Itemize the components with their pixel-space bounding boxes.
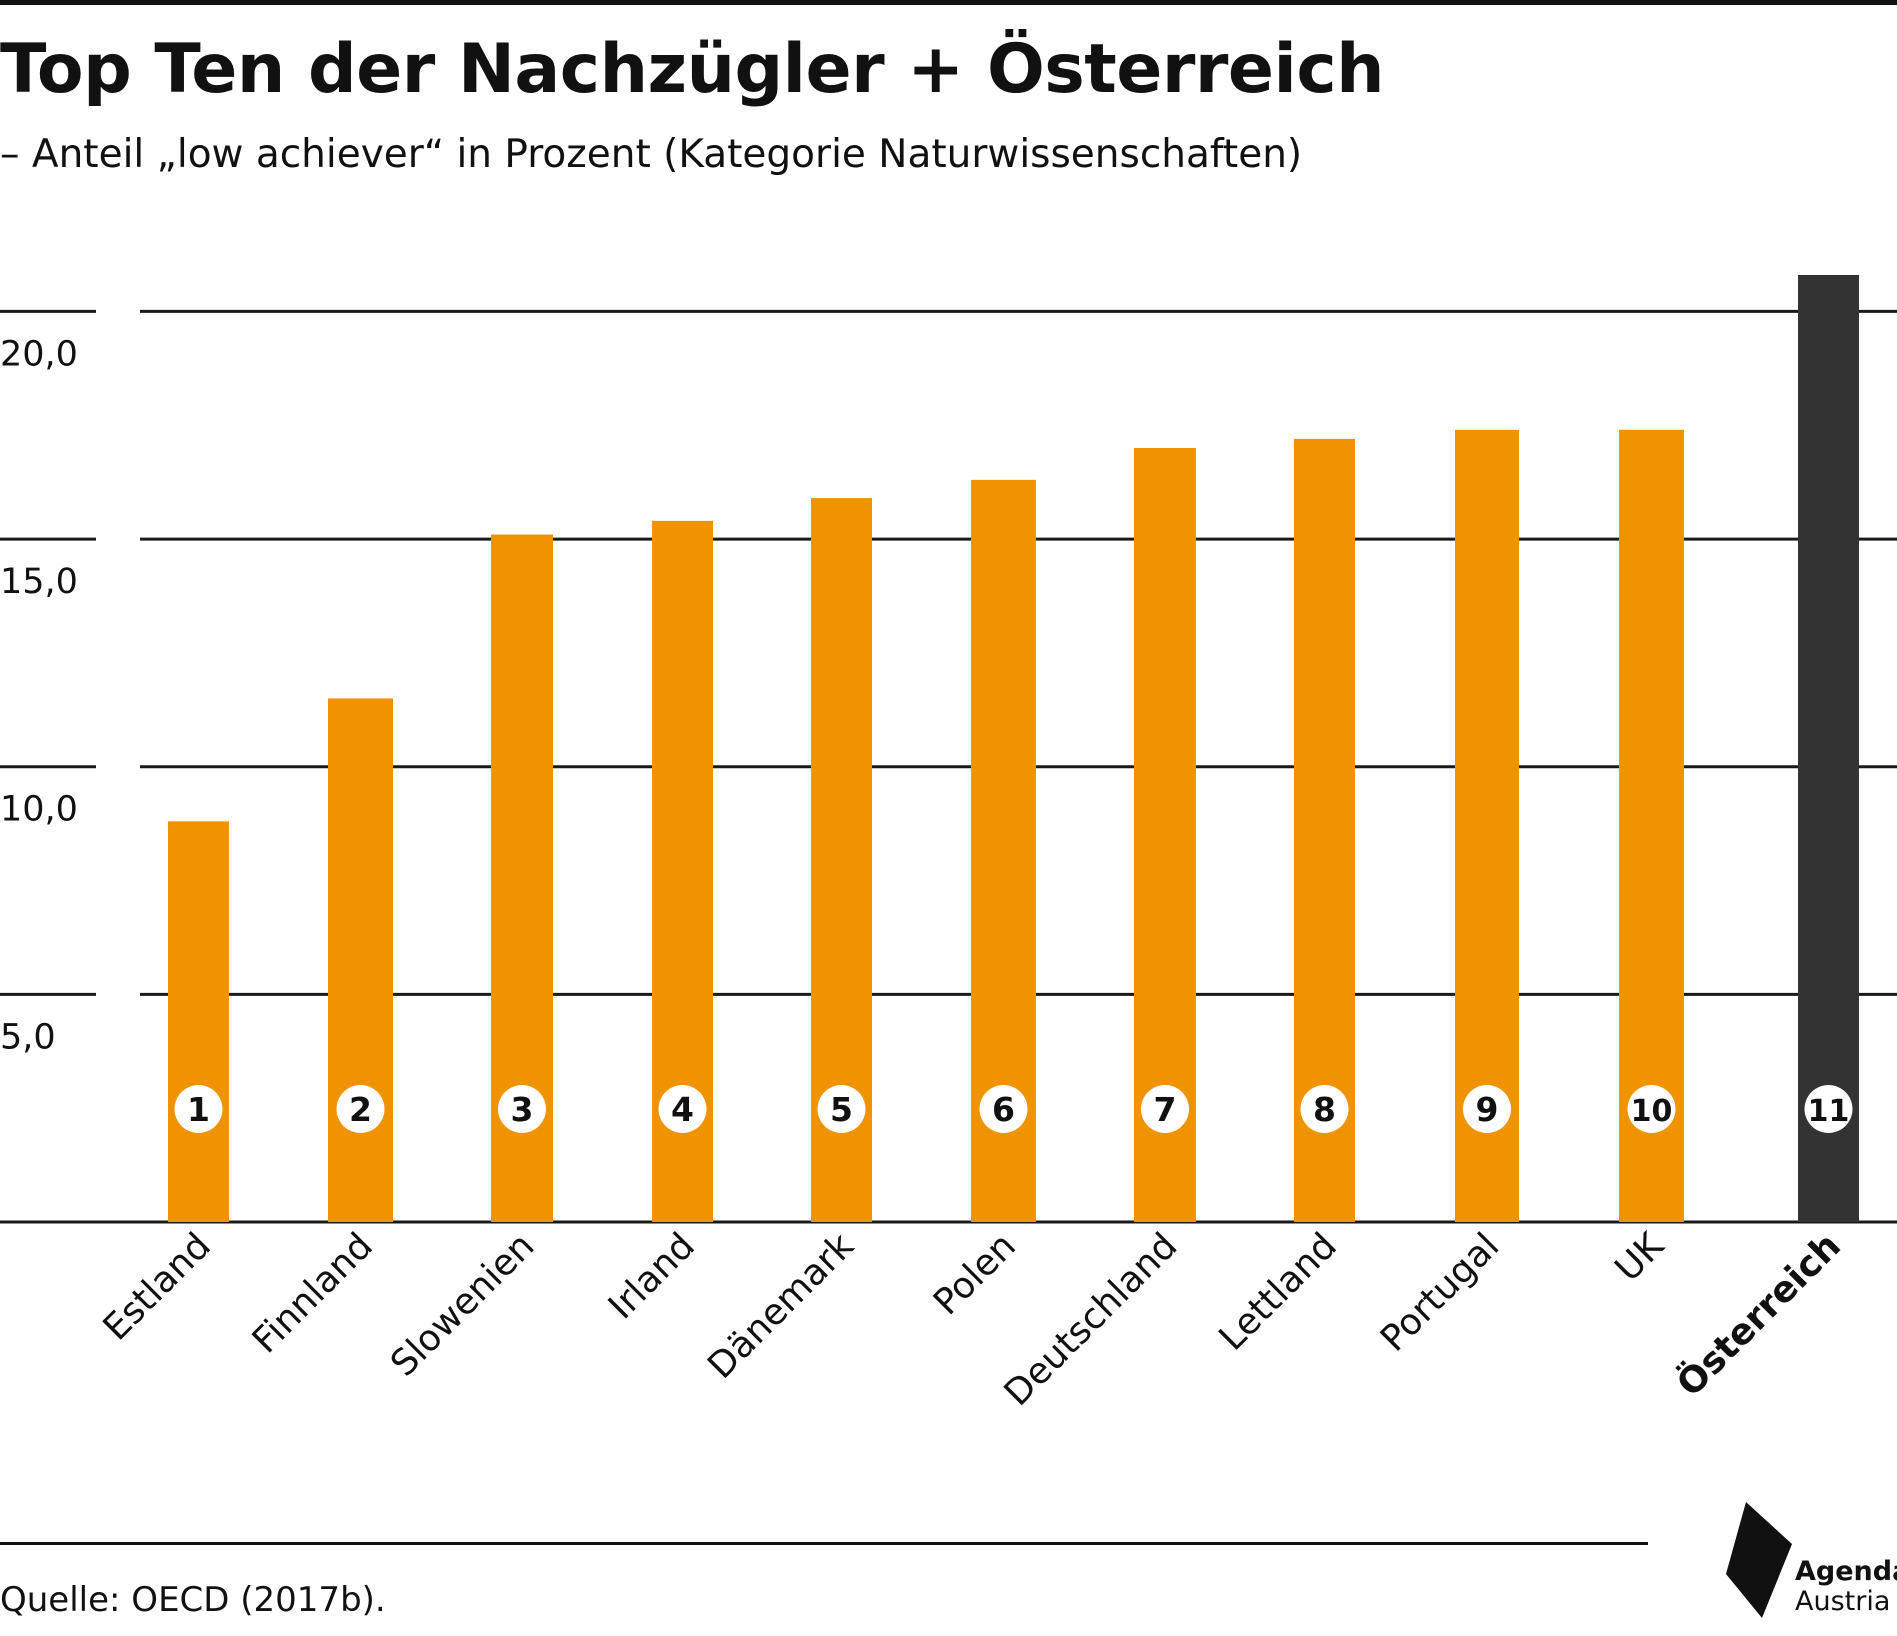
rank-badge-6 (979, 1085, 1028, 1133)
rank-number: 1 (187, 1090, 210, 1129)
rank-number: 9 (1476, 1090, 1499, 1129)
category-label-polen: Polen (926, 1225, 1024, 1323)
y-tick-label: 10,0 (0, 790, 78, 830)
logo-text-agenda: Agenda (1795, 1556, 1897, 1587)
category-label-portugal: Portugal (1373, 1225, 1507, 1359)
category-label-finnland: Finnland (245, 1225, 381, 1361)
rank-badge-10 (1627, 1085, 1676, 1133)
rank-badges: 1 2 3 4 5 6 7 8 9 10 11 (174, 1085, 1853, 1133)
bar-finnland (328, 698, 393, 1222)
category-label-irland: Irland (601, 1225, 703, 1327)
bar-oesterreich (1798, 275, 1859, 1222)
category-label-slowenien: Slowenien (383, 1225, 542, 1384)
category-label-deutschland: Deutschland (997, 1225, 1186, 1414)
rank-badge-9 (1463, 1085, 1511, 1133)
gridlines: 5,0 10,0 15,0 20,0 (0, 309, 1897, 1224)
category-label-daenemark: Dänemark (700, 1225, 862, 1387)
rank-badge-8 (1300, 1085, 1349, 1133)
category-label-estland: Estland (96, 1225, 219, 1348)
rank-number: 7 (1154, 1090, 1177, 1129)
rank-badge-5 (817, 1085, 866, 1133)
top-rule (0, 0, 1897, 5)
rank-number: 2 (349, 1090, 372, 1129)
rank-badge-7 (1141, 1085, 1189, 1133)
rank-badge-2 (336, 1085, 385, 1133)
rank-number: 11 (1808, 1094, 1850, 1129)
rank-number: 5 (830, 1090, 853, 1129)
y-tick-label: 20,0 (0, 334, 78, 374)
agenda-austria-logo-icon (1726, 1502, 1792, 1618)
category-label-lettland: Lettland (1212, 1225, 1345, 1358)
agenda-austria-logo: Agenda Austria (1722, 1500, 1897, 1620)
y-tick-label: 5,0 (0, 1017, 56, 1057)
rank-badge-4 (658, 1085, 707, 1133)
source-note: Quelle: OECD (2017b). (0, 1580, 386, 1620)
rank-number: 10 (1631, 1094, 1673, 1129)
rank-badge-3 (498, 1085, 546, 1133)
rank-number: 6 (992, 1090, 1015, 1129)
bars (168, 275, 1859, 1223)
bar-chart: 5,0 10,0 15,0 20,0 1 2 3 4 5 6 7 8 9 10 11 Estland Fin… (0, 275, 1897, 1414)
logo-text-austria: Austria (1795, 1586, 1891, 1617)
bar-estland (168, 821, 229, 1222)
chart-subtitle: – Anteil „low achiever“ in Prozent (Kate… (0, 132, 1303, 177)
y-tick-label: 15,0 (0, 562, 78, 602)
footer-rule (0, 1542, 1648, 1545)
rank-number: 4 (671, 1090, 694, 1129)
rank-badge-1 (174, 1085, 223, 1133)
rank-number: 3 (511, 1090, 534, 1129)
chart-title: Top Ten der Nachzügler + Österreich (0, 30, 1385, 109)
category-label-oesterreich: Österreich (1669, 1225, 1849, 1405)
rank-number: 8 (1313, 1090, 1336, 1129)
rank-badge-11 (1804, 1085, 1853, 1133)
category-label-uk: UK (1608, 1224, 1673, 1289)
